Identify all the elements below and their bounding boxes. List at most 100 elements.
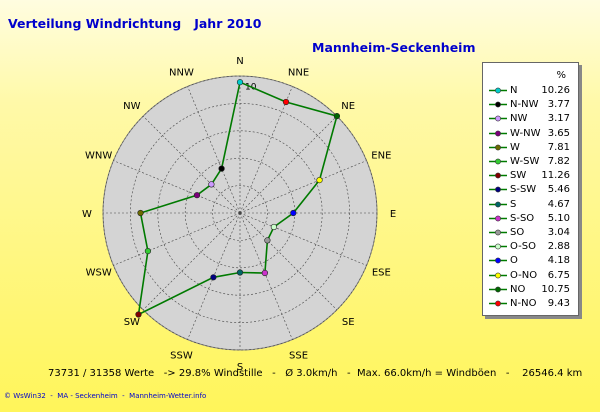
direction-label: ENE — [371, 150, 391, 161]
legend-item: NW 3.17 — [483, 112, 578, 125]
legend-item: N-NW 3.77 — [483, 98, 578, 111]
legend-value: 5.46 — [547, 184, 570, 196]
legend-label: N-NO — [510, 298, 537, 309]
legend-item: S-SO 5.10 — [483, 212, 578, 225]
legend-value: 9.43 — [547, 298, 570, 309]
direction-label: W — [82, 209, 92, 220]
legend-marker-icon — [489, 172, 507, 179]
data-point — [236, 269, 244, 276]
legend-value: 4.67 — [547, 198, 570, 210]
legend-marker-icon — [489, 130, 507, 136]
legend-item: W 7.81 — [483, 141, 578, 154]
data-point — [333, 112, 341, 120]
legend-label: N — [510, 85, 518, 96]
legend-marker-icon — [489, 144, 507, 151]
legend-item: SW 11.26 — [483, 169, 578, 182]
data-point — [236, 79, 244, 86]
grid-spoke — [239, 212, 338, 311]
legend-item: S-SW 5.46 — [483, 183, 578, 196]
legend-marker-icon — [489, 158, 507, 165]
legend-value: 6.75 — [547, 269, 570, 281]
grid-ring — [157, 130, 323, 296]
grid-spoke — [239, 160, 367, 214]
grid-spoke — [113, 160, 241, 214]
data-point — [135, 311, 142, 318]
footer-credits: © WsWin32 - MA - Seckenheim - Mannheim-W… — [4, 392, 207, 400]
direction-label: NNE — [288, 68, 309, 79]
legend-value: 10.26 — [541, 85, 570, 96]
data-point — [193, 192, 201, 199]
legend-label: W-SW — [510, 156, 540, 167]
legend-label: NO — [510, 283, 526, 295]
legend-label: S-SW — [510, 184, 537, 196]
legend-marker-icon — [489, 115, 507, 122]
direction-label: N — [236, 56, 243, 67]
data-point — [290, 209, 297, 217]
direction-label: WNW — [85, 150, 112, 161]
legend-marker-icon — [489, 286, 507, 293]
legend-item: S 4.67 — [483, 198, 578, 211]
legend-label: W-NW — [510, 127, 541, 139]
direction-label: SSE — [289, 350, 308, 361]
legend-value: 3.77 — [547, 99, 570, 111]
legend-value: 4.18 — [547, 255, 570, 267]
data-point — [144, 248, 151, 255]
grid-spoke — [142, 115, 241, 214]
legend-item: N-NO 9.43 — [483, 297, 578, 310]
legend-marker-icon — [489, 243, 507, 250]
grid-spoke — [239, 212, 367, 266]
legend-label: SO — [510, 227, 525, 238]
legend-item: W-NW 3.65 — [483, 127, 578, 140]
data-point — [210, 274, 217, 281]
direction-label: WSW — [86, 268, 112, 279]
direction-label: NE — [341, 101, 355, 112]
direction-label: NW — [123, 101, 140, 112]
data-point — [218, 165, 225, 172]
legend-item: NO 10.75 — [483, 283, 578, 296]
legend-value: 2.88 — [547, 241, 570, 253]
legend-value: 5.10 — [547, 212, 570, 224]
direction-label: S — [237, 362, 243, 373]
legend-value: 3.17 — [547, 113, 570, 125]
direction-label: SW — [124, 317, 140, 328]
legend-label: O — [510, 255, 518, 267]
direction-label: NNW — [169, 68, 194, 79]
legend-label: S — [510, 198, 517, 210]
legend-value: 3.65 — [547, 127, 570, 139]
data-point — [208, 181, 215, 188]
legend-label: O-NO — [510, 269, 538, 281]
legend-item: N 10.26 — [483, 84, 578, 97]
legend-marker-icon — [489, 87, 507, 94]
grid-spoke — [113, 212, 241, 266]
statistics-line: 73731 / 31358 Werte -> 29.8% Windstille … — [48, 368, 583, 379]
grid-spoke — [239, 212, 293, 340]
legend-value: 3.04 — [547, 227, 570, 238]
direction-label: ESE — [372, 268, 391, 279]
legend-label: SW — [510, 170, 527, 182]
data-point — [282, 98, 290, 106]
grid-spoke — [187, 86, 241, 214]
legend-label: W — [510, 141, 520, 153]
direction-label: E — [390, 209, 396, 220]
grid-spoke — [142, 212, 241, 311]
legend-marker-icon — [489, 272, 507, 278]
legend-item: O 4.18 — [483, 254, 578, 267]
legend-item: SO 3.04 — [483, 226, 578, 239]
legend-marker-icon — [489, 101, 507, 108]
legend-label: O-SO — [510, 241, 536, 253]
legend-marker-icon — [489, 186, 507, 193]
legend-value: 7.81 — [547, 141, 570, 153]
legend-marker-icon — [489, 229, 507, 236]
legend-item: O-NO 6.75 — [483, 269, 578, 282]
station-name: Mannheim-Seckenheim — [312, 40, 476, 55]
legend-marker-icon — [489, 201, 507, 207]
data-point — [270, 223, 278, 231]
legend-label: S-SO — [510, 212, 535, 224]
legend-unit: % — [556, 70, 566, 81]
legend-value: 10.75 — [541, 283, 570, 295]
legend-value: 7.82 — [547, 156, 570, 167]
legend-item: W-SW 7.82 — [483, 155, 578, 168]
legend-value: 11.26 — [541, 170, 570, 182]
legend-marker-icon — [489, 215, 507, 222]
